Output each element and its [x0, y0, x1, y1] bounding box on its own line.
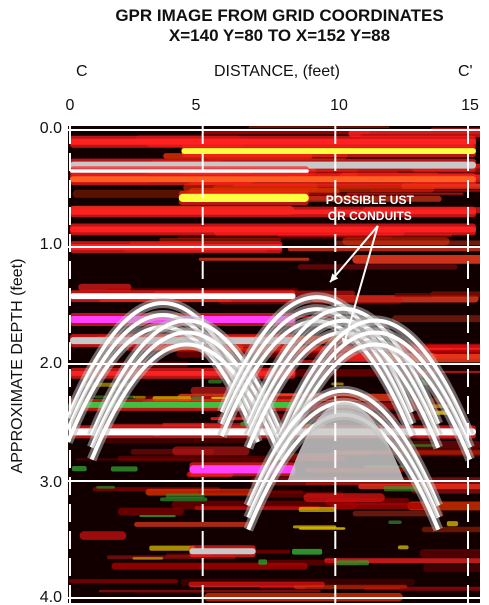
texture-band	[180, 578, 415, 586]
texture-speck	[292, 525, 337, 529]
texture-band	[159, 237, 282, 242]
hyperbola	[246, 318, 441, 437]
hyperbola	[246, 306, 441, 425]
texture-band	[283, 196, 442, 202]
texture-band	[303, 493, 385, 502]
texture-band	[248, 126, 390, 129]
texture-band	[78, 283, 132, 291]
section-start-label: C	[76, 63, 88, 80]
annotation-layer: POSSIBLE UST OR CONDUITS	[326, 193, 415, 347]
texture-band	[399, 587, 480, 591]
texture-speck	[397, 545, 409, 550]
reflector	[70, 169, 309, 173]
hyperbola	[89, 318, 284, 437]
texture-speck	[298, 506, 335, 512]
texture-band	[423, 564, 480, 572]
reflector	[181, 148, 476, 154]
texture-band	[348, 130, 480, 138]
texture-speck	[292, 548, 323, 555]
reflector	[70, 138, 476, 145]
chart-subtitle: X=140 Y=80 TO X=152 Y=88	[168, 26, 391, 45]
texture-band	[111, 562, 308, 570]
annotation-arrowhead	[341, 337, 350, 347]
gpr-radargram: POSSIBLE UST OR CONDUITS	[68, 126, 480, 603]
reflector	[189, 548, 256, 555]
reflector	[70, 293, 296, 300]
x-tick-label: 15	[461, 97, 479, 114]
target-dome	[287, 402, 405, 481]
texture-band	[297, 264, 458, 270]
texture-speck	[388, 520, 402, 524]
reflector	[70, 209, 476, 215]
reflector	[178, 193, 309, 202]
y-tick-label: 1.0	[39, 236, 62, 253]
hyperbola-layer	[68, 292, 475, 532]
texture-band	[352, 510, 444, 517]
texture-band	[96, 439, 247, 444]
texture-band	[117, 507, 184, 516]
texture-speck	[258, 559, 268, 565]
texture-band	[342, 237, 450, 246]
texture-band	[335, 240, 480, 246]
texture-speck	[71, 466, 87, 472]
texture-speck	[208, 379, 222, 384]
texture-speck	[133, 395, 146, 399]
texture-speck	[96, 485, 115, 489]
texture-speck	[446, 521, 459, 527]
x-tick-label: 10	[330, 97, 348, 114]
hyperbola	[278, 330, 472, 449]
annotation-text-line: POSSIBLE UST	[326, 193, 415, 207]
y-tick-label: 3.0	[39, 474, 62, 491]
y-tick-label: 0.0	[39, 120, 62, 137]
texture-band	[346, 192, 464, 195]
texture-band	[98, 589, 321, 593]
texture-speck	[132, 557, 164, 560]
texture-speck	[139, 515, 176, 518]
reflector	[70, 176, 476, 183]
texture-band	[412, 345, 480, 348]
x-tick-label: 0	[65, 97, 75, 114]
y-axis-label: APPROXIMATE DEPTH (feet)	[9, 258, 26, 474]
texture-speck	[383, 486, 420, 492]
annotation-arrow	[329, 225, 379, 283]
y-tick-label: 2.0	[39, 355, 62, 372]
grid-layer	[68, 126, 480, 603]
texture-band	[172, 446, 250, 456]
texture-speck	[160, 497, 208, 502]
texture-band	[312, 295, 479, 303]
hyperbola	[246, 388, 441, 507]
reflector	[70, 226, 476, 233]
texture-band	[133, 590, 202, 593]
texture-band	[75, 458, 311, 461]
texture-band	[419, 549, 480, 558]
texture-band	[370, 189, 480, 192]
texture-speck	[410, 444, 438, 447]
texture-band	[421, 526, 480, 533]
texture-band	[392, 315, 480, 323]
texture-band	[183, 183, 318, 192]
section-end-label: C'	[458, 63, 473, 80]
annotation-text-line: OR CONDUITS	[328, 209, 412, 223]
hyperbola	[278, 318, 472, 437]
texture-band	[68, 579, 179, 584]
texture-band	[198, 257, 310, 261]
texture-band	[79, 531, 127, 540]
texture-speck	[165, 493, 205, 499]
x-axis-label: DISTANCE, (feet)	[214, 63, 340, 80]
annotation-arrow	[342, 225, 379, 347]
texture-band	[130, 448, 215, 455]
texture-band	[352, 255, 480, 264]
texture-band	[394, 293, 480, 297]
annotation-arrowhead	[330, 273, 339, 283]
texture-speck	[331, 382, 344, 386]
hyperbola	[219, 307, 414, 425]
texture-speck	[149, 545, 195, 551]
x-tick-label: 5	[191, 97, 201, 114]
chart-title: GPR IMAGE FROM GRID COORDINATES	[115, 6, 444, 25]
texture-band	[134, 522, 250, 527]
texture-speck	[336, 560, 370, 566]
y-tick-label: 4.0	[39, 589, 62, 605]
texture-speck	[110, 466, 138, 472]
